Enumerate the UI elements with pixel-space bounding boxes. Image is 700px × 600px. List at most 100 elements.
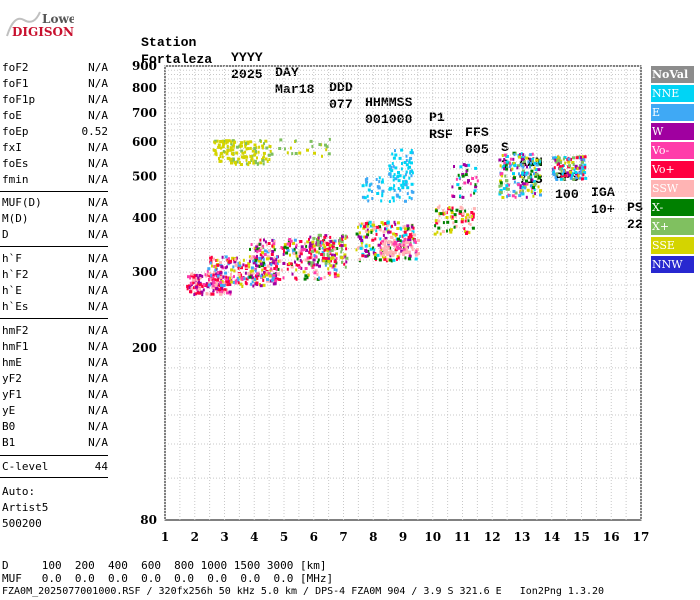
- header-label: PS: [627, 200, 643, 215]
- data-point: [526, 165, 528, 169]
- data-point: [387, 243, 390, 247]
- data-point: [359, 237, 362, 241]
- header-label: IGA: [591, 185, 615, 200]
- data-point: [245, 265, 249, 269]
- header-value: RSF: [429, 127, 453, 142]
- data-point: [304, 258, 307, 262]
- x-tick-label: 4: [250, 530, 258, 544]
- data-point: [457, 173, 460, 177]
- data-point: [582, 173, 585, 177]
- data-point: [451, 215, 454, 219]
- data-point: [316, 243, 320, 247]
- data-point: [443, 211, 446, 215]
- data-point: [391, 224, 393, 228]
- data-point: [512, 157, 515, 161]
- data-point: [511, 167, 514, 171]
- data-point: [233, 269, 236, 273]
- data-point: [323, 245, 327, 249]
- x-tick-label: 14: [543, 530, 560, 544]
- param-key: yF2: [2, 372, 22, 385]
- data-point: [405, 163, 409, 167]
- data-point: [327, 152, 331, 156]
- data-point: [295, 245, 298, 249]
- data-point: [535, 172, 539, 176]
- data-point: [461, 172, 465, 176]
- param-key: MUF(D): [2, 196, 42, 209]
- data-point: [221, 151, 224, 155]
- data-point: [340, 250, 343, 254]
- data-point: [355, 248, 358, 252]
- data-point: [237, 273, 241, 276]
- data-point: [461, 195, 465, 199]
- data-point: [240, 149, 244, 153]
- data-point: [298, 254, 301, 258]
- data-point: [523, 155, 526, 159]
- data-point: [295, 254, 298, 258]
- legend-item-xx: X-: [651, 199, 694, 216]
- data-point: [410, 235, 413, 238]
- data-point: [315, 255, 318, 259]
- data-point: [552, 173, 556, 177]
- data-point: [458, 211, 462, 215]
- data-point: [412, 226, 415, 230]
- data-point: [270, 273, 274, 277]
- data-point: [231, 256, 235, 260]
- data-point: [510, 168, 513, 172]
- data-point: [471, 212, 475, 216]
- data-point: [247, 163, 250, 167]
- data-point: [391, 236, 394, 239]
- data-point: [208, 281, 211, 285]
- data-point: [208, 279, 211, 283]
- data-point: [254, 274, 257, 278]
- data-point: [259, 246, 263, 250]
- data-point: [220, 278, 223, 281]
- data-point: [557, 155, 560, 159]
- data-point: [230, 161, 233, 165]
- data-point: [384, 222, 388, 225]
- data-point: [318, 251, 321, 255]
- data-point: [233, 260, 237, 264]
- data-point: [583, 163, 587, 167]
- data-point: [409, 228, 412, 232]
- data-point: [234, 263, 238, 267]
- data-point: [239, 143, 242, 146]
- data-point: [402, 226, 405, 230]
- data-point: [451, 206, 454, 210]
- data-point: [327, 243, 331, 246]
- data-point: [554, 158, 557, 162]
- data-point: [266, 159, 269, 163]
- data-point: [262, 156, 264, 160]
- data-point: [460, 220, 464, 224]
- data-point: [474, 166, 478, 170]
- data-point: [242, 258, 245, 262]
- data-point: [200, 274, 204, 278]
- data-point: [212, 289, 215, 293]
- data-point: [410, 225, 413, 229]
- data-point: [394, 149, 396, 153]
- data-point: [225, 288, 228, 292]
- data-point: [225, 279, 228, 283]
- data-point: [214, 141, 217, 145]
- data-point: [399, 234, 402, 238]
- data-point: [499, 189, 503, 193]
- param-row-hmf2: hmF2 N/A: [2, 324, 108, 340]
- data-point: [240, 276, 244, 280]
- param-row-fxi: fxI N/A: [2, 141, 108, 157]
- data-point: [519, 186, 523, 190]
- data-point: [187, 284, 191, 288]
- data-point: [303, 247, 306, 251]
- data-point: [372, 220, 375, 224]
- data-point: [411, 248, 414, 251]
- data-point: [397, 179, 401, 183]
- data-point: [314, 248, 317, 252]
- data-point: [254, 248, 258, 252]
- data-point: [511, 194, 515, 198]
- data-point: [204, 283, 207, 287]
- data-point: [513, 164, 517, 168]
- data-point: [388, 200, 391, 203]
- data-point: [411, 169, 414, 173]
- data-point: [275, 267, 278, 271]
- param-value: N/A: [88, 196, 108, 209]
- data-point: [368, 184, 371, 188]
- data-point: [279, 138, 283, 142]
